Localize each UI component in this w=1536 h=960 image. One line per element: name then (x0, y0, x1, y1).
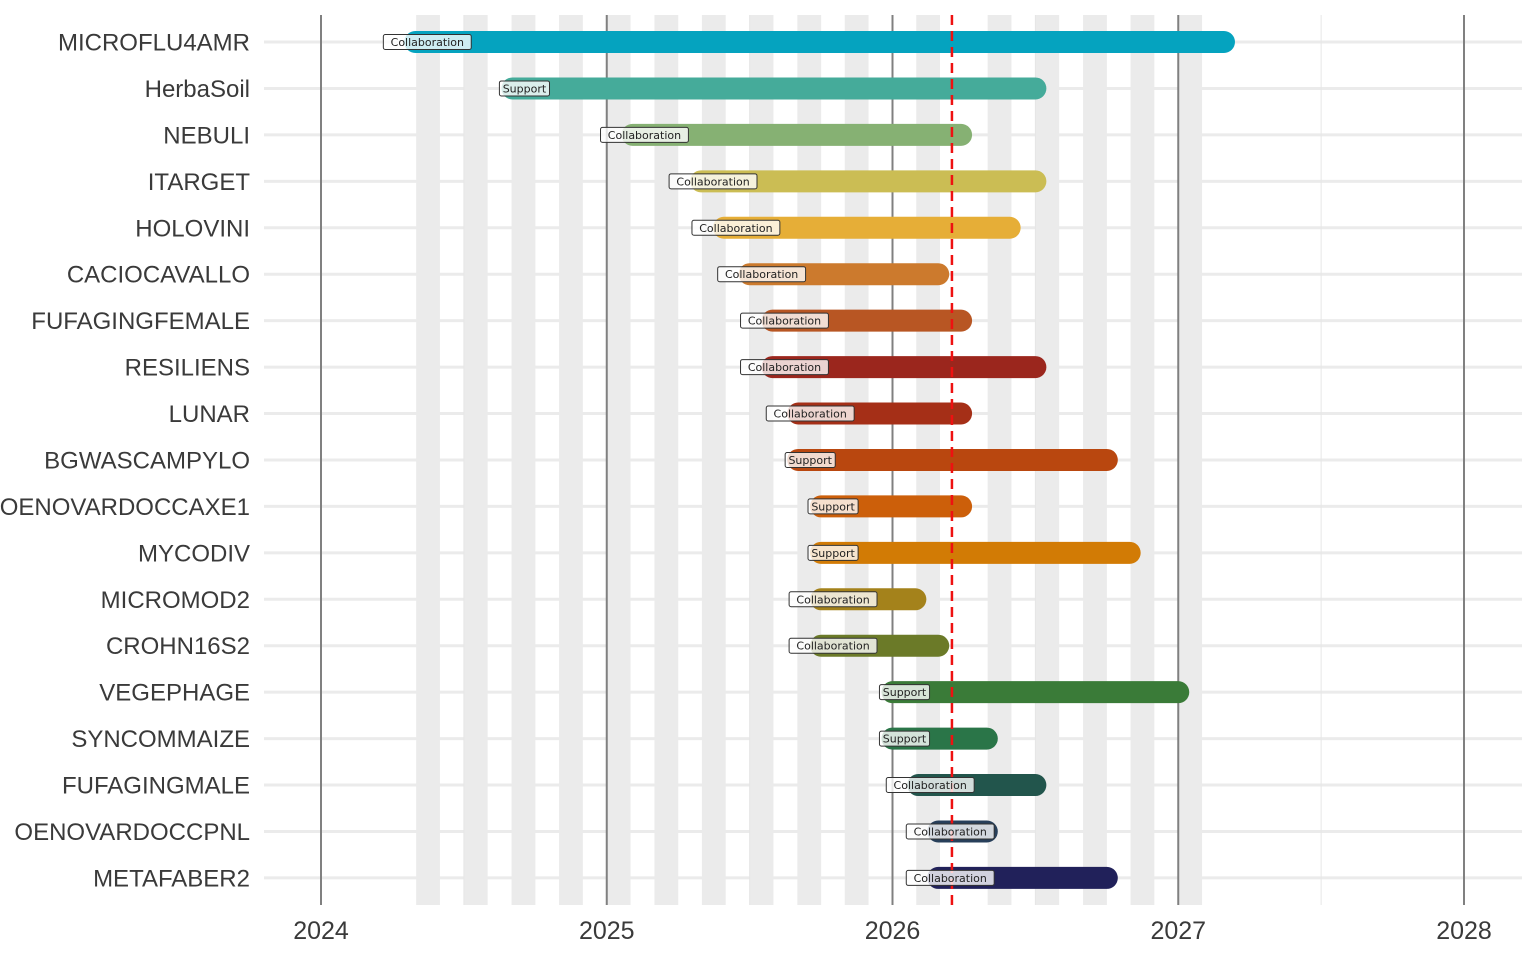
type-label: Collaboration (717, 266, 807, 283)
type-label-box (498, 80, 551, 97)
type-label-box (885, 777, 975, 794)
y-tick-label: LUNAR (169, 401, 250, 428)
y-tick-label: MICROMOD2 (101, 587, 250, 614)
y-tick-label: NEBULI (163, 122, 250, 149)
y-tick-label: MICROFLU4AMR (58, 30, 250, 57)
type-label: Collaboration (905, 823, 995, 840)
type-label: Collaboration (740, 312, 829, 329)
type-label-box (740, 312, 829, 329)
type-label-box (717, 266, 807, 283)
type-label: Collaboration (788, 591, 878, 608)
type-label-box (807, 544, 859, 561)
y-tick-label: VEGEPHAGE (99, 680, 250, 707)
x-tick-label: 2024 (293, 917, 349, 945)
type-label-box (788, 637, 878, 654)
type-label-text: Collaboration (914, 872, 987, 885)
type-label: Support (878, 684, 931, 701)
type-label: Support (807, 544, 859, 561)
type-label-box (905, 823, 995, 840)
type-label-text: Collaboration (676, 175, 749, 188)
x-tick-label: 2025 (579, 917, 635, 945)
type-label: Collaboration (382, 34, 472, 50)
type-label: Collaboration (740, 359, 829, 376)
type-label-box (878, 730, 931, 747)
type-label: Collaboration (600, 126, 689, 143)
y-tick-label: METAFABER2 (93, 865, 250, 892)
type-label-box (905, 869, 995, 886)
y-tick-label: CROHN16S2 (106, 633, 250, 660)
type-label-text: Support (883, 733, 927, 746)
type-label-box (784, 451, 836, 468)
type-label-box (691, 219, 781, 236)
type-label-text: Support (811, 547, 855, 560)
type-label: Collaboration (668, 173, 758, 190)
type-label-box (807, 498, 859, 515)
y-tick-label: SYNCOMMAIZE (71, 726, 250, 753)
type-label-text: Collaboration (748, 315, 821, 328)
type-label-text: Collaboration (796, 593, 869, 606)
type-label-text: Collaboration (914, 825, 987, 838)
type-label-text: Support (883, 686, 927, 699)
type-label-text: Collaboration (391, 36, 464, 49)
bars (404, 31, 1235, 889)
type-label: Support (878, 730, 931, 747)
type-label-box (765, 405, 855, 422)
type-label: Support (498, 80, 551, 97)
type-label-box (668, 173, 758, 190)
type-label-text: Support (503, 82, 547, 95)
y-tick-label: FUFAGINGFEMALE (31, 308, 250, 335)
x-tick-label: 2027 (1150, 917, 1206, 945)
type-label: Collaboration (905, 869, 995, 886)
type-label-text: Collaboration (774, 408, 847, 421)
x-tick-label: 2028 (1436, 917, 1492, 945)
type-label-text: Collaboration (725, 268, 798, 281)
y-tick-label: HerbaSoil (145, 76, 250, 103)
type-label-text: Collaboration (894, 779, 967, 792)
y-tick-label: FUFAGINGMALE (62, 773, 250, 800)
type-label: Support (807, 498, 859, 515)
type-label-text: Support (788, 454, 832, 467)
y-tick-label: OENOVARDOCCPNL (14, 819, 250, 846)
type-label: Collaboration (788, 637, 878, 654)
y-axis-labels: MICROFLU4AMR HerbaSoil NEBULI ITARGET HOLOVI… (0, 30, 250, 893)
type-label: Collaboration (885, 777, 975, 794)
x-axis-labels: 2024 2025 2026 2027 2028 (293, 917, 1492, 945)
bar-labels: Collaboration Support Collaboration Collabo… (382, 34, 995, 886)
type-label-box (788, 591, 878, 608)
type-label-box (878, 684, 931, 701)
type-label-text: Collaboration (608, 129, 681, 142)
type-label-box (382, 34, 472, 50)
y-tick-label: CACIOCAVALLO (67, 262, 250, 289)
y-tick-label: HOLOVINI (135, 215, 250, 242)
type-label-text: Support (811, 500, 855, 513)
x-tick-label: 2026 (865, 917, 921, 945)
type-label-text: Collaboration (748, 361, 821, 374)
y-tick-label: OENOVARDOCCAXE1 (0, 494, 250, 521)
type-label-text: Collaboration (699, 222, 772, 235)
y-tick-label: BGWASCAMPYLO (44, 447, 250, 474)
type-label-box (600, 126, 689, 143)
type-label: Support (784, 451, 836, 468)
type-label-box (740, 359, 829, 376)
type-label-text: Collaboration (796, 640, 869, 653)
type-label: Collaboration (691, 219, 781, 236)
y-tick-label: ITARGET (148, 169, 251, 196)
type-label: Collaboration (765, 405, 855, 422)
y-tick-label: RESILIENS (125, 355, 250, 382)
y-tick-label: MYCODIV (138, 540, 250, 567)
